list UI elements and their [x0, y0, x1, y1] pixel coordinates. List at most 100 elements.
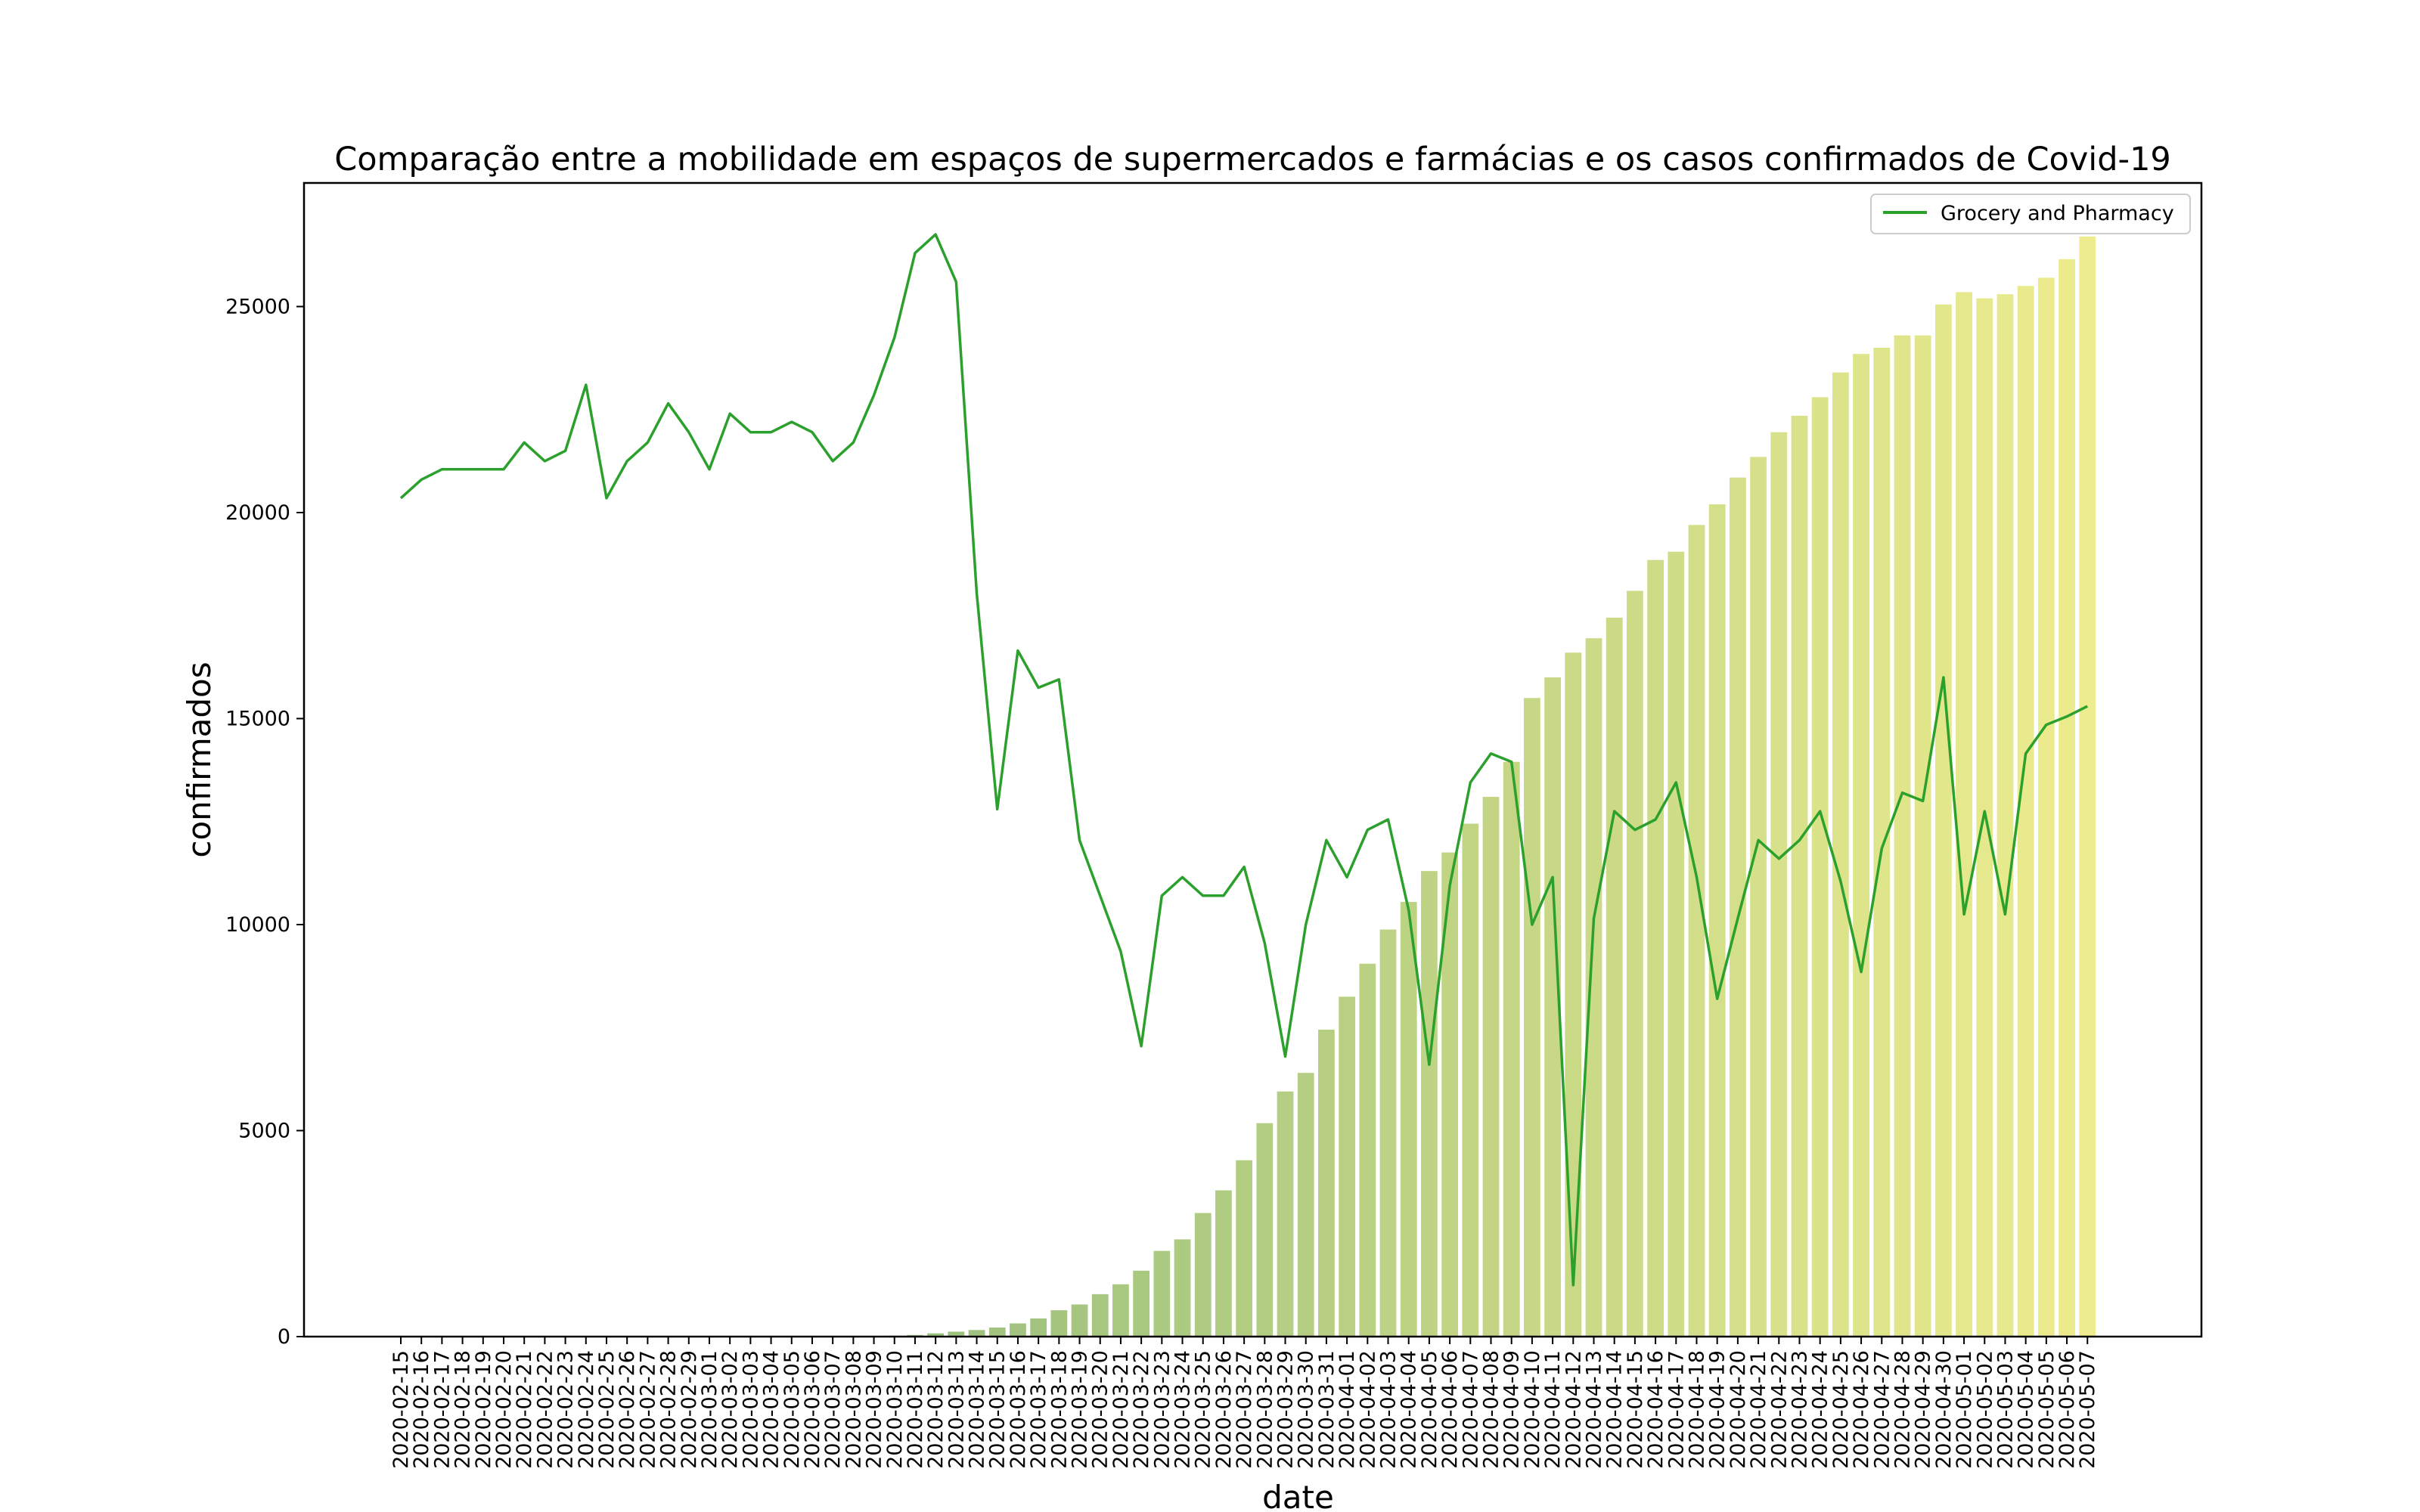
bar-2020-05-01	[1956, 292, 1972, 1337]
bar-2020-05-05	[2037, 277, 2055, 1337]
x-tick-label: 2020-04-29	[1912, 1350, 1935, 1469]
bar-2020-03-31	[1318, 1029, 1335, 1337]
x-tick-label: 2020-02-24	[575, 1350, 598, 1469]
x-tick-label: 2020-03-20	[1089, 1350, 1112, 1469]
bar-2020-03-25	[1194, 1213, 1212, 1337]
bar-series	[886, 236, 2096, 1337]
x-tick-label: 2020-02-21	[513, 1350, 536, 1469]
bar-2020-04-09	[1503, 761, 1520, 1337]
x-tick-label: 2020-04-04	[1398, 1350, 1421, 1469]
x-tick-label: 2020-03-29	[1274, 1350, 1298, 1469]
x-tick-label: 2020-04-12	[1562, 1350, 1585, 1469]
x-tick-label: 2020-04-07	[1459, 1350, 1482, 1469]
x-tick-label: 2020-04-20	[1727, 1350, 1750, 1469]
bar-2020-04-08	[1482, 797, 1500, 1337]
x-tick-label: 2020-04-22	[1767, 1350, 1791, 1469]
x-tick-label: 2020-02-18	[451, 1350, 475, 1469]
x-tick-label: 2020-03-06	[801, 1350, 824, 1469]
x-tick-label: 2020-04-11	[1541, 1350, 1565, 1469]
bar-2020-03-18	[1050, 1310, 1068, 1337]
x-tick-label: 2020-04-26	[1850, 1350, 1873, 1469]
x-tick-label: 2020-02-19	[472, 1350, 495, 1469]
x-tick-label: 2020-02-17	[430, 1350, 454, 1469]
x-tick-label: 2020-03-21	[1109, 1350, 1133, 1469]
x-tick-label: 2020-03-26	[1212, 1350, 1236, 1469]
x-tick-label: 2020-05-06	[2055, 1350, 2079, 1469]
x-tick-label: 2020-03-14	[966, 1350, 989, 1469]
x-tick-label: 2020-04-23	[1788, 1350, 1811, 1469]
x-tick-label: 2020-04-13	[1582, 1350, 1606, 1469]
x-tick-label: 2020-04-30	[1932, 1350, 1956, 1469]
x-tick-label: 2020-03-01	[698, 1350, 721, 1469]
x-tick-label: 2020-03-24	[1171, 1350, 1195, 1469]
bar-2020-05-07	[2079, 236, 2096, 1337]
bar-2020-04-25	[1832, 372, 1849, 1337]
x-tick-label: 2020-05-07	[2076, 1350, 2099, 1469]
bar-2020-04-22	[1770, 432, 1788, 1337]
plot-frame	[302, 181, 2203, 1338]
x-tick-label: 2020-04-25	[1829, 1350, 1853, 1469]
x-tick-label: 2020-03-27	[1233, 1350, 1256, 1469]
x-tick-label: 2020-02-22	[533, 1350, 557, 1469]
x-tick-label: 2020-04-02	[1356, 1350, 1379, 1469]
x-tick-label: 2020-03-07	[821, 1350, 845, 1469]
x-tick-label: 2020-02-27	[636, 1350, 659, 1469]
bar-2020-05-06	[2059, 259, 2075, 1337]
x-tick-label: 2020-04-06	[1438, 1350, 1462, 1469]
bar-2020-04-16	[1647, 559, 1664, 1337]
x-tick-label: 2020-03-02	[718, 1350, 742, 1469]
legend-label: Grocery and Pharmacy	[1941, 202, 2174, 225]
x-tick-label: 2020-03-31	[1315, 1350, 1339, 1469]
bar-2020-04-03	[1379, 929, 1397, 1337]
x-tick-label: 2020-03-30	[1295, 1350, 1318, 1469]
bar-2020-04-26	[1853, 354, 1869, 1337]
bar-2020-04-23	[1791, 415, 1808, 1337]
bar-2020-04-05	[1421, 871, 1438, 1337]
bar-2020-04-12	[1565, 652, 1582, 1337]
y-axis-label: confirmados	[181, 662, 218, 857]
x-tick-label: 2020-05-05	[2035, 1350, 2059, 1469]
bar-2020-04-14	[1606, 617, 1623, 1337]
x-tick-label: 2020-03-12	[924, 1350, 948, 1469]
bar-2020-05-04	[2017, 286, 2034, 1337]
x-tick-label: 2020-04-21	[1747, 1350, 1770, 1469]
bar-2020-04-07	[1462, 823, 1479, 1337]
x-tick-label: 2020-04-09	[1500, 1350, 1524, 1469]
bar-2020-03-22	[1133, 1270, 1150, 1337]
x-tick-label: 2020-03-23	[1150, 1350, 1174, 1469]
x-tick-label: 2020-03-17	[1027, 1350, 1050, 1469]
x-tick-label: 2020-04-05	[1418, 1350, 1441, 1469]
x-tick-label: 2020-03-09	[863, 1350, 886, 1469]
x-tick-label: 2020-05-04	[2015, 1350, 2038, 1469]
line-grocery-and-pharmacy	[399, 233, 2088, 1287]
bar-2020-04-17	[1668, 551, 1685, 1337]
x-tick-label: 2020-04-18	[1685, 1350, 1708, 1469]
bar-2020-04-04	[1400, 902, 1417, 1337]
x-tick-label: 2020-02-23	[554, 1350, 578, 1469]
x-tick-label: 2020-02-28	[657, 1350, 681, 1469]
x-tick-label: 2020-02-26	[616, 1350, 639, 1469]
bar-2020-04-01	[1339, 996, 1355, 1337]
line-series-layer	[399, 233, 2088, 1287]
x-tick-label: 2020-03-25	[1192, 1350, 1215, 1469]
bar-2020-04-02	[1359, 963, 1376, 1337]
x-tick-label: 2020-03-16	[1007, 1350, 1030, 1469]
bar-2020-03-30	[1297, 1073, 1314, 1337]
y-axis-ticks: 0 5000 10000 15000 20000 25000	[225, 296, 304, 1349]
x-tick-label: 2020-03-11	[904, 1350, 927, 1469]
x-tick-label: 2020-02-20	[492, 1350, 516, 1469]
y-tick-label: 10000	[225, 913, 290, 937]
bar-2020-03-15	[988, 1328, 1006, 1337]
bar-2020-04-06	[1441, 852, 1458, 1337]
x-axis-label: date	[1262, 1479, 1334, 1512]
bar-2020-04-11	[1544, 677, 1561, 1337]
chart-title: Comparação entre a mobilidade em espaços…	[334, 141, 2171, 178]
x-tick-label: 2020-04-01	[1336, 1350, 1359, 1469]
bar-2020-03-21	[1112, 1284, 1129, 1337]
y-tick-label: 5000	[238, 1120, 290, 1143]
x-tick-label: 2020-04-03	[1377, 1350, 1401, 1469]
x-tick-label: 2020-03-05	[780, 1350, 804, 1469]
bar-2020-03-17	[1030, 1318, 1047, 1337]
x-tick-label: 2020-05-01	[1953, 1350, 1976, 1469]
bar-2020-03-23	[1153, 1250, 1171, 1337]
